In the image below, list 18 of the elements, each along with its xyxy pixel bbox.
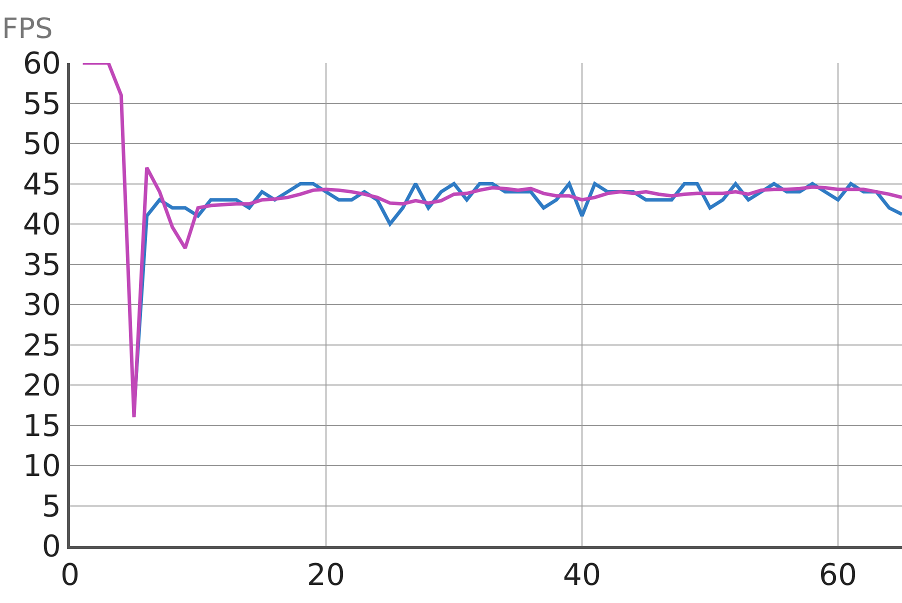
y-tick-label: 0 (42, 530, 61, 564)
y-tick-label: 15 (22, 408, 61, 444)
y-tick-label: 40 (22, 208, 61, 242)
x-tick-label: 60 (818, 558, 858, 593)
y-axis-title: FPS (2, 12, 53, 45)
y-tick-label: 45 (22, 167, 61, 202)
y-tick-label: 50 (22, 127, 61, 162)
y-tick-label: 25 (22, 328, 61, 364)
x-tick-label: 40 (562, 558, 602, 593)
y-tick-label: 20 (22, 368, 61, 404)
y-tick-label: 60 (22, 46, 61, 82)
y-tick-label: 10 (22, 449, 61, 484)
line-series (81, 63, 902, 419)
y-tick-label: 55 (22, 86, 61, 122)
y-tick-label: 5 (42, 489, 61, 524)
y-tick-label: 30 (22, 288, 61, 323)
x-tick-label: 20 (306, 558, 346, 593)
y-tick-label: 35 (22, 248, 61, 283)
